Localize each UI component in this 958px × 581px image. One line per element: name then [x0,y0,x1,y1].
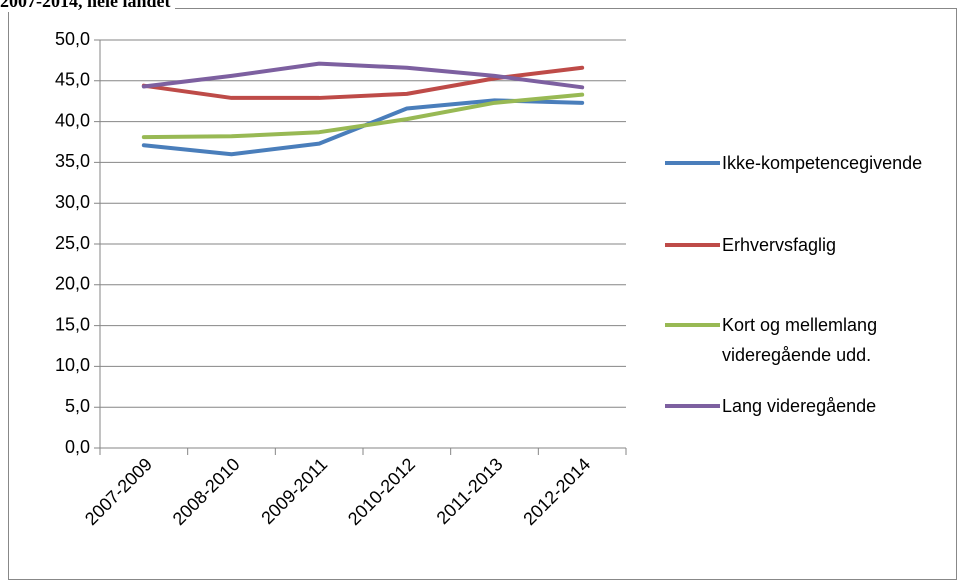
x-tick-label: 2012-2014 [519,454,594,529]
series-line [141,61,585,90]
y-tick-label: 0,0 [65,437,90,457]
y-tick-label: 10,0 [55,355,90,375]
series-line [141,92,585,140]
y-tick-label: 50,0 [55,29,90,49]
x-tick-label: 2007-2009 [81,454,156,529]
x-tick-label: 2011-2013 [433,454,507,528]
x-tick-label: 2008-2010 [169,454,244,529]
y-tick-label: 25,0 [55,233,90,253]
chart-border [8,8,957,580]
legend-label: Kort og mellemlang videregående udd. [722,315,878,365]
chart-title: 2007-2014, hele landet [0,0,175,12]
y-tick-label: 45,0 [55,70,90,90]
series-line [141,65,585,100]
legend-label: Erhvervsfaglig [722,235,837,255]
y-tick-label: 20,0 [55,274,90,294]
x-tick-label: 2010-2012 [344,454,419,529]
y-tick-label: 5,0 [65,396,90,416]
legend-label: Ikke-kompetencegivende [722,153,923,173]
y-tick-label: 15,0 [55,314,90,334]
legend-label: Lang videregående [722,396,877,416]
y-tick-label: 30,0 [55,192,90,212]
y-tick-label: 35,0 [55,151,90,171]
x-tick-label: 2009-2011 [257,454,331,528]
y-tick-label: 40,0 [55,110,90,130]
